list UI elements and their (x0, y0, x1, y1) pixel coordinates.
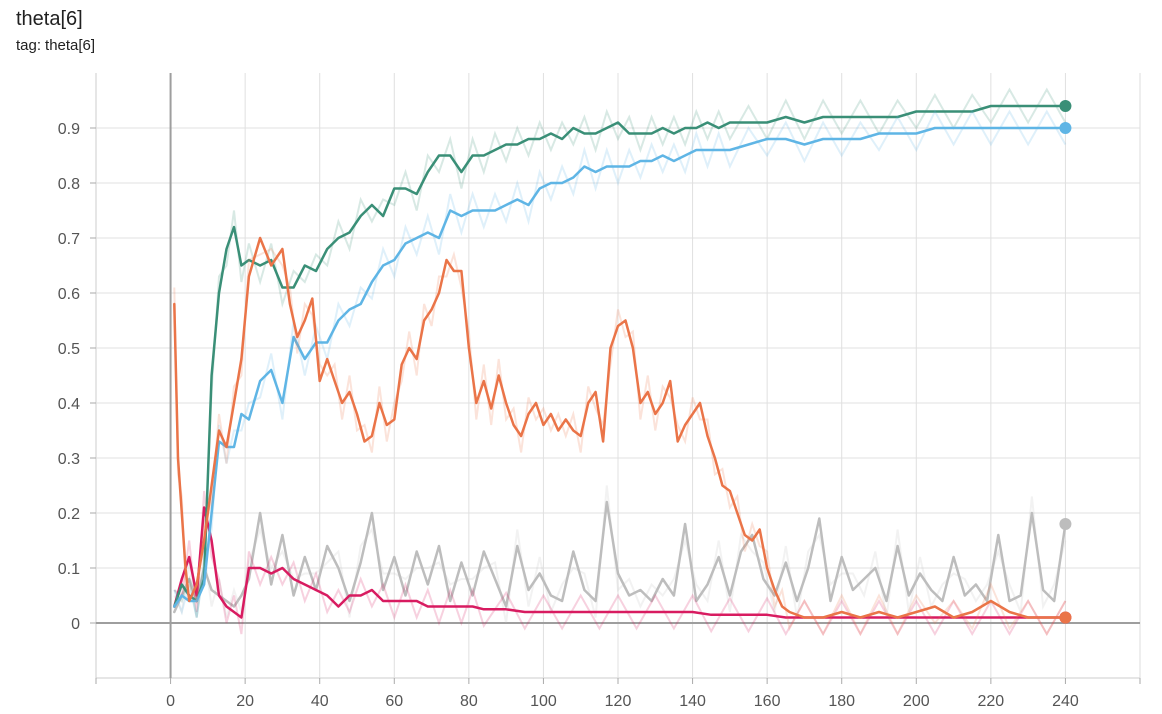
series-3[interactable] (173, 109, 1072, 618)
series-line (173, 126, 1067, 608)
y-tick-label: 0.1 (58, 561, 80, 578)
x-tick-label: 100 (530, 693, 557, 710)
x-tick-label: 220 (978, 693, 1005, 710)
x-tick-label: 140 (679, 693, 706, 710)
y-axis-ticks: 0 0.1 0.2 0.3 0.4 0.5 0.6 0.7 0.8 0.9 (58, 121, 80, 633)
series-line (173, 506, 1067, 619)
tag-prefix: tag: (16, 37, 42, 54)
y-tick-label: 0.6 (58, 286, 80, 303)
series-end-point[interactable] (1059, 518, 1072, 530)
series-4[interactable] (173, 236, 1072, 637)
series-end-point[interactable] (1059, 122, 1072, 134)
x-tick-label: 60 (385, 693, 403, 710)
chart-title: theta[6] (16, 8, 83, 30)
series-1[interactable] (173, 490, 1072, 637)
x-tick-label: 40 (311, 693, 329, 710)
x-tick-label: 200 (903, 693, 930, 710)
y-tick-label: 0.4 (58, 396, 80, 413)
x-tick-label: 0 (166, 693, 175, 710)
y-tick-label: 0 (71, 616, 80, 633)
series-end-point[interactable] (1059, 611, 1072, 624)
x-axis-ticks: 0 20 40 60 80 100 120 140 160 180 200 220 240 (166, 693, 1079, 710)
series-end-point[interactable] (1059, 100, 1072, 112)
x-tick-label: 240 (1052, 693, 1079, 710)
x-tick-label: 120 (605, 693, 632, 710)
y-tick-label: 0.8 (58, 176, 80, 193)
series-raw-line (173, 490, 1067, 637)
y-tick-label: 0.7 (58, 231, 80, 248)
x-tick-label: 180 (828, 693, 855, 710)
x-tick-label: 80 (460, 693, 478, 710)
series-layer (173, 87, 1072, 637)
x-tick-label: 160 (754, 693, 781, 710)
y-tick-label: 0.5 (58, 341, 80, 358)
series-0[interactable] (173, 485, 1072, 624)
axes (96, 73, 1140, 678)
series-line (173, 236, 1067, 619)
chart-tag: tag: theta[6] (16, 37, 95, 54)
y-tick-label: 0.2 (58, 506, 80, 523)
series-line (173, 500, 1067, 614)
tag-value: theta[6] (45, 37, 96, 54)
y-tick-label: 0.3 (58, 451, 80, 468)
series-raw-line (173, 109, 1067, 618)
series-raw-line (173, 485, 1067, 624)
y-tick-label: 0.9 (58, 121, 80, 138)
x-tick-label: 20 (236, 693, 254, 710)
